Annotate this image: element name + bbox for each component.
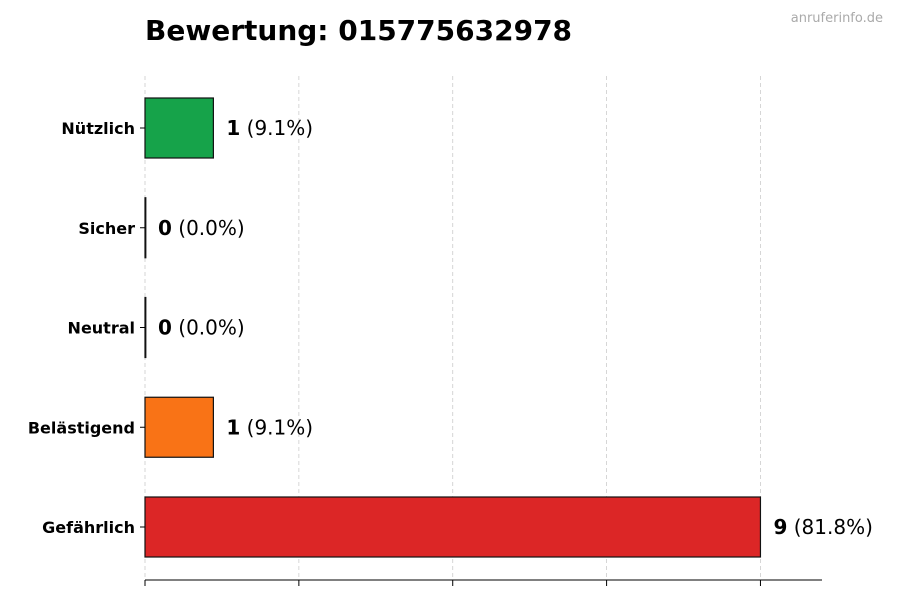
bar: [144, 97, 214, 159]
data-label-percent: (0.0%): [172, 216, 245, 240]
data-label-count: 9: [773, 515, 787, 539]
data-label: 9 (81.8%): [773, 515, 872, 539]
data-label-count: 0: [158, 316, 172, 340]
chart-title: Bewertung: 015775632978: [145, 14, 572, 47]
y-tick-label: Nützlich: [61, 119, 135, 138]
y-tick-label: Belästigend: [28, 418, 135, 437]
bar: [144, 296, 147, 359]
data-label: 0 (0.0%): [158, 216, 245, 240]
data-label-percent: (9.1%): [240, 116, 313, 140]
x-axis: [144, 579, 822, 586]
bar: [144, 396, 214, 458]
data-label: 0 (0.0%): [158, 316, 245, 340]
data-label-percent: (0.0%): [172, 316, 245, 340]
data-label: 1 (9.1%): [226, 116, 313, 140]
gridlines: [144, 76, 761, 580]
y-tick-label: Sicher: [78, 219, 135, 238]
data-label-count: 1: [226, 116, 240, 140]
y-tick-label: Neutral: [68, 319, 135, 338]
bar: [144, 496, 762, 558]
data-label-percent: (9.1%): [240, 415, 313, 439]
bar: [144, 197, 147, 259]
data-label-percent: (81.8%): [787, 515, 873, 539]
data-label: 1 (9.1%): [226, 415, 313, 439]
y-tick-label: Gefährlich: [42, 518, 135, 537]
data-label-count: 0: [158, 216, 172, 240]
watermark: anruferinfo.de: [791, 11, 883, 26]
data-label-count: 1: [226, 415, 240, 439]
bars: Nützlich 1 (9.1%) Sicher 0 (0.0%) Neutral 0 (…: [28, 97, 873, 558]
